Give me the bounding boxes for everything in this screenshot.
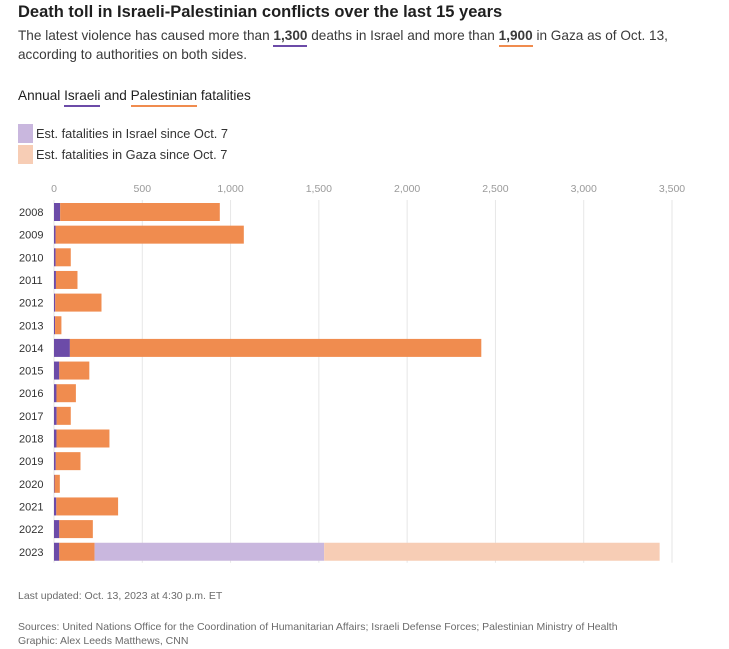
bar-segment [54, 248, 56, 267]
y-category-label: 2022 [19, 524, 43, 536]
bar-segment [55, 270, 78, 289]
bar-segment [54, 361, 60, 380]
y-category-label: 2018 [19, 434, 43, 446]
bar-segment [54, 542, 60, 561]
bar-segment [55, 316, 62, 335]
x-tick-label: 3,000 [571, 183, 597, 195]
bar-segment [54, 316, 56, 335]
y-category-label: 2017 [19, 411, 43, 423]
y-category-label: 2015 [19, 366, 43, 378]
bar-segment [54, 452, 56, 471]
chart-heading-text: Annual [18, 88, 65, 103]
y-category-label: 2019 [19, 456, 43, 468]
bar-segment [55, 225, 244, 244]
chart-heading: Annual Israeli and Palestinian fatalitie… [18, 88, 251, 107]
bar-segment [56, 406, 71, 425]
legend-swatch-gaza-est [18, 145, 33, 164]
bar-segment [54, 497, 57, 516]
x-tick-label: 3,500 [659, 183, 685, 195]
y-category-label: 2016 [19, 388, 43, 400]
bar-segment [69, 338, 482, 357]
bar-segment [54, 406, 57, 425]
bar-chart: 0 500 1,000 1,500 2,000 2,500 3,000 3,500 2008 20… [19, 183, 685, 563]
bar-segment [54, 520, 60, 539]
bar-segment [56, 384, 76, 403]
y-category-label: 2020 [19, 479, 43, 491]
legend-label: Est. fatalities in Gaza since Oct. 7 [36, 147, 228, 162]
subtitle-text: deaths in Israel and more than [307, 28, 499, 43]
bar-segment [59, 520, 93, 539]
x-tick-label: 2,000 [394, 183, 420, 195]
x-tick-label: 2,500 [482, 183, 508, 195]
bar-segment [94, 542, 325, 561]
bar-segment [55, 293, 102, 312]
subtitle-text: in Gaza as of Oct. 13, according to auth… [18, 28, 668, 62]
subtitle-text: The latest violence has caused more than [18, 28, 274, 43]
israel-deaths-value: 1,300 [273, 28, 308, 47]
bar-segment [54, 270, 56, 289]
bar-segment [59, 361, 90, 380]
bar-segment [54, 293, 56, 312]
x-tick-label: 1,500 [306, 183, 332, 195]
bar-segment [324, 542, 660, 561]
chart-title: Death toll in Israeli-Palestinian confli… [18, 3, 503, 21]
chart-heading-text: and [100, 88, 131, 103]
chart-legend: Est. fatalities in Israel since Oct. 7 E… [18, 124, 228, 166]
y-category-label: 2008 [19, 207, 43, 219]
bar-segment [54, 338, 70, 357]
last-updated: Last updated: Oct. 13, 2023 at 4:30 p.m.… [18, 590, 223, 602]
bar-segment [55, 248, 71, 267]
bar-segment [56, 429, 110, 448]
graphic-credit: Graphic: Alex Leeds Matthews, CNN [18, 635, 189, 647]
legend-item-israel-est: Est. fatalities in Israel since Oct. 7 [18, 124, 228, 143]
chart-heading-palestinian: Palestinian [130, 88, 198, 107]
bar-segment [59, 542, 95, 561]
x-tick-label: 1,000 [217, 183, 243, 195]
chart-heading-israeli: Israeli [64, 88, 101, 107]
y-category-label: 2011 [19, 275, 43, 287]
bar-segment [54, 225, 56, 244]
legend-item-gaza-est: Est. fatalities in Gaza since Oct. 7 [18, 145, 228, 164]
y-category-label: 2012 [19, 298, 43, 310]
y-category-label: 2021 [19, 501, 43, 513]
bar-segment [54, 203, 61, 221]
bar-segment [54, 429, 57, 448]
chart-heading-text: fatalities [197, 88, 251, 103]
y-category-label: 2013 [19, 320, 43, 332]
legend-swatch-israel-est [18, 124, 33, 143]
x-tick-label: 0 [51, 183, 57, 195]
legend-label: Est. fatalities in Israel since Oct. 7 [36, 126, 229, 141]
sources: Sources: United Nations Office for the C… [18, 621, 618, 633]
y-category-label: 2009 [19, 230, 43, 242]
y-category-label: 2014 [19, 343, 43, 355]
bar-segment [54, 474, 55, 493]
chart-subtitle: The latest violence has caused more than… [18, 26, 718, 64]
bar-segment [54, 384, 57, 403]
bar-segment [56, 497, 119, 516]
bar-segment [54, 474, 60, 493]
gaza-deaths-value: 1,900 [498, 28, 533, 47]
y-category-label: 2023 [19, 547, 43, 559]
x-tick-label: 500 [134, 183, 152, 195]
bar-segment [55, 452, 81, 471]
y-category-label: 2010 [19, 252, 43, 264]
bar-segment [60, 203, 220, 221]
